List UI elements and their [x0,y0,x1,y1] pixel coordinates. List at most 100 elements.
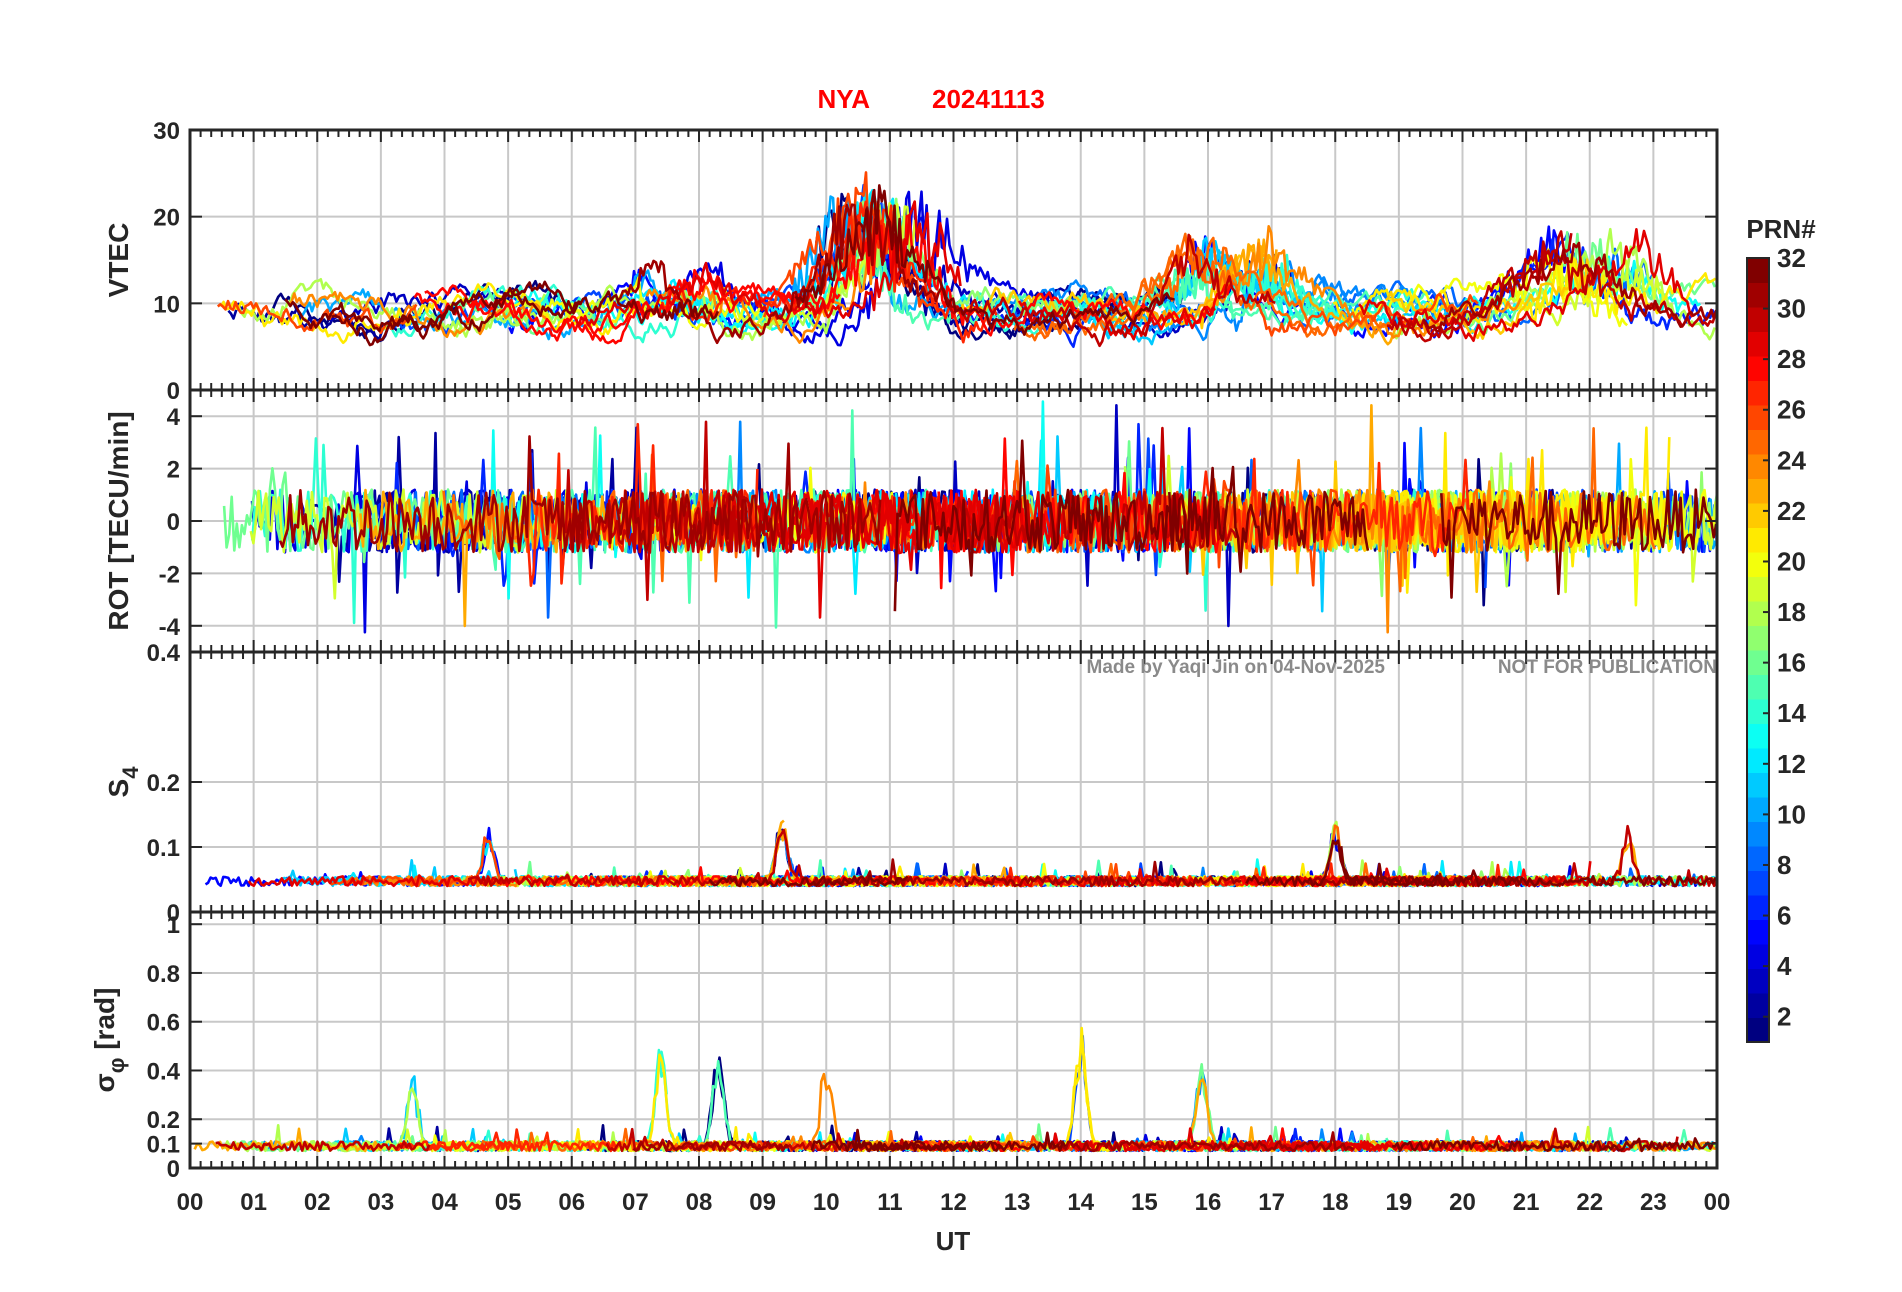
y-tick-label: 10 [153,291,180,318]
prn-24-trace [645,248,875,344]
x-tick-label: 03 [368,1189,395,1216]
x-tick-label: 19 [1386,1189,1413,1216]
colorbar-swatch [1747,944,1769,969]
x-tick-label: 00 [1704,1189,1731,1216]
y-tick-label: 4 [167,404,181,431]
series-group [216,171,1717,349]
x-tick-label: 12 [940,1189,967,1216]
prn-32-trace [1339,846,1717,888]
x-tick-label: 18 [1322,1189,1349,1216]
prn-23-trace [1141,238,1278,326]
prn-28-trace [413,268,810,345]
y-axis-label: ROT [TECU/min] [103,411,134,630]
prn-31-trace [570,442,882,558]
colorbar-tick-label: 24 [1777,445,1806,475]
colorbar-swatch [1747,552,1769,577]
colorbar-tick-label: 4 [1777,951,1792,981]
colorbar-swatch [1747,478,1769,504]
x-tick-label: 02 [304,1189,331,1216]
x-tick-label: 16 [1195,1189,1222,1216]
x-tick-label: 00 [177,1189,204,1216]
prn-31-trace [616,203,958,345]
colorbar-tick-label: 26 [1777,395,1806,425]
y-axis-label: σφ [rad] [89,988,129,1093]
colorbar-tick-label: 10 [1777,799,1806,829]
colorbar-tick-label: 32 [1777,243,1806,273]
colorbar-swatch [1747,821,1769,847]
colorbar-swatch [1747,625,1769,651]
y-tick-label: 0 [167,509,180,536]
y-tick-label: 0.4 [147,640,181,667]
y-axis-label: S4 [103,766,143,798]
colorbar-swatch [1747,674,1769,700]
prn-32-trace [708,874,909,888]
prn-26-trace [1255,292,1479,337]
x-tick-label: 10 [813,1189,840,1216]
x-axis-label: UT [936,1226,971,1256]
colorbar-swatch [1747,331,1769,357]
colorbar-label: PRN# [1746,214,1816,244]
prn-32-trace [284,280,720,333]
series-group [204,819,1717,888]
colorbar-tick-label: 14 [1777,698,1806,728]
colorbar-tick-label: 12 [1777,749,1806,779]
y-tick-label: -2 [159,561,180,588]
y-tick-label: 0.4 [147,1058,181,1085]
y-tick-label: 30 [153,118,180,145]
colorbar-tick-label: 28 [1777,344,1806,374]
panel-s4: 0 0.1 0.2 0.4 S4 [103,640,1719,927]
y-tick-label: 2 [167,457,180,484]
prn-29-trace [1358,228,1694,343]
figure-title-station: NYA [817,84,870,114]
y-tick-label: 0.2 [147,770,180,797]
prn-32-trace [1440,488,1717,599]
y-tick-label: 0.8 [147,961,180,988]
x-tick-label: 23 [1640,1189,1667,1216]
prn-32-trace [1245,839,1446,888]
colorbar-tick-label: 20 [1777,546,1806,576]
prn-31-trace [1422,241,1717,333]
x-tick-label: 06 [558,1189,585,1216]
colorbar-swatch [1747,919,1769,945]
x-tick-label: 08 [686,1189,713,1216]
x-tick-label: 01 [240,1189,267,1216]
prn-29-trace [1036,1127,1372,1152]
colorbar-tick-label: 30 [1777,294,1806,324]
colorbar-swatch [1747,356,1769,381]
y-tick-label: -4 [159,614,181,641]
panel-rot: -4 -2 0 2 4 ROT [TECU/min] [103,388,1719,654]
prn-30-trace [215,1140,431,1152]
x-tick-label: 09 [749,1189,776,1216]
x-tick-label: 05 [495,1189,522,1216]
colorbar-swatch [1747,527,1769,553]
colorbar-tick-label: 8 [1777,850,1791,880]
y-tick-label: 0.6 [147,1010,180,1037]
series-group [222,400,1717,634]
prn-30-trace [1386,249,1717,343]
prn-29-trace [574,200,962,328]
prn-23-trace [193,1127,386,1153]
figure-title-date: 20241113 [932,84,1045,114]
prn-32-trace [794,184,1175,336]
prn-32-trace [1392,1137,1716,1153]
colorbar-swatch [1747,429,1769,455]
x-tick-label: 15 [1131,1189,1158,1216]
x-tick-label: 20 [1449,1189,1476,1216]
prn-32-trace [893,439,1184,612]
y-tick-label: 0.2 [147,1107,180,1134]
colorbar-swatch [1747,380,1769,406]
x-tick-label: 21 [1513,1189,1540,1216]
prn-29-trace [1222,861,1592,888]
colorbar-tick-label: 2 [1777,1002,1791,1032]
watermark-text: Made by Yaqi Jin on 04-Nov-2025 [1087,657,1386,678]
prn-30-trace [1397,230,1573,339]
prn-29-trace [247,874,510,888]
colorbar-tick-label: 22 [1777,496,1806,526]
colorbar-swatch [1747,282,1769,308]
prn-31-trace [812,858,1242,888]
colorbar-swatch [1747,699,1769,724]
colorbar-swatch [1747,650,1769,675]
colorbar-swatch [1747,503,1769,528]
